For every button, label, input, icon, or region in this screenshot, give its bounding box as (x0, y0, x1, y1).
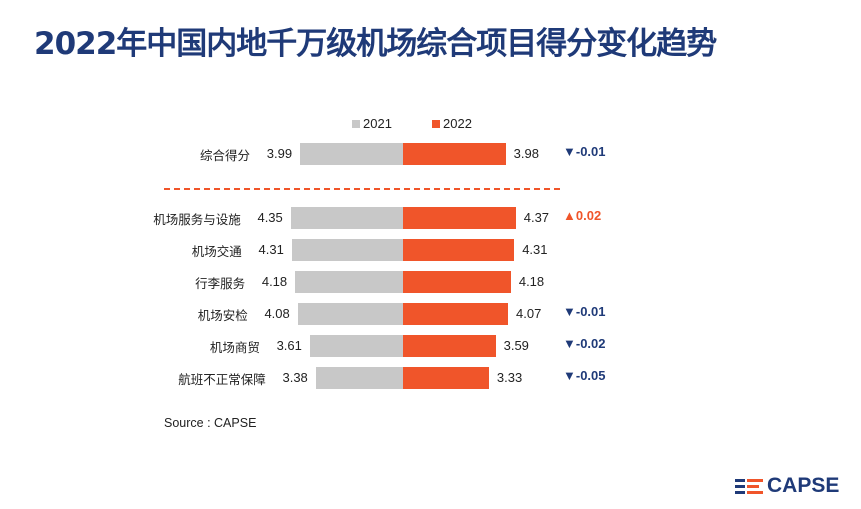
value-label-2021: 3.61 (276, 338, 302, 353)
bar-2022 (403, 303, 508, 325)
bar-2021 (290, 207, 403, 229)
legend-2021: 2021 (352, 116, 392, 131)
value-label-2022: 3.98 (513, 146, 539, 161)
change-label: ▼-0.01 (563, 144, 606, 159)
bar-2021 (300, 143, 403, 165)
change-label: ▲0.02 (563, 208, 602, 223)
page-title: 2022年中国内地千万级机场综合项目得分变化趋势 (34, 26, 717, 62)
value-label-2022: 4.31 (522, 242, 548, 257)
value-label-2022: 3.33 (496, 370, 523, 385)
category-label: 行李服务 (195, 276, 246, 291)
logo-stripes-icon (735, 479, 763, 494)
separator-line (164, 188, 560, 190)
bar-2021 (297, 303, 403, 325)
bar-2021 (291, 239, 403, 261)
category-label: 机场安检 (197, 308, 248, 323)
bar-2022 (403, 367, 489, 389)
bar-2022 (403, 271, 511, 293)
category-label: 航班不正常保障 (178, 372, 266, 387)
category-label: 综合得分 (200, 148, 251, 163)
change-label: ▼-0.02 (563, 336, 606, 351)
value-label-2021: 4.35 (257, 210, 283, 225)
bar-2021 (315, 367, 403, 389)
value-label-2022: 3.59 (503, 338, 529, 353)
value-label-2021: 3.38 (282, 370, 308, 385)
bar-2021 (295, 271, 403, 293)
category-label: 机场服务与设施 (153, 212, 241, 227)
category-label: 机场交通 (191, 244, 242, 259)
source-note: Source : CAPSE (164, 416, 257, 430)
bar-2021 (309, 335, 403, 357)
bar-2022 (403, 335, 496, 357)
change-label: ▼-0.05 (563, 368, 606, 383)
value-label-2022: 4.37 (523, 210, 550, 225)
capse-logo: CAPSE (735, 474, 839, 498)
legend-swatch-2021 (352, 120, 360, 128)
legend-label: 2022 (443, 116, 472, 131)
legend-2022: 2022 (432, 116, 472, 131)
change-label: ▼-0.01 (563, 304, 606, 319)
logo-text: CAPSE (767, 474, 840, 497)
bar-2022 (403, 143, 506, 165)
value-label-2022: 4.18 (518, 274, 545, 289)
value-label-2021: 3.99 (266, 146, 293, 161)
value-label-2021: 4.08 (264, 306, 290, 321)
value-label-2021: 4.31 (258, 242, 284, 257)
value-label-2022: 4.07 (516, 306, 542, 321)
bar-2022 (403, 239, 515, 261)
legend-swatch-2022 (432, 120, 440, 128)
value-label-2021: 4.18 (261, 274, 288, 289)
category-label: 机场商贸 (209, 340, 260, 355)
bar-2022 (403, 207, 516, 229)
legend-label: 2021 (363, 116, 392, 131)
